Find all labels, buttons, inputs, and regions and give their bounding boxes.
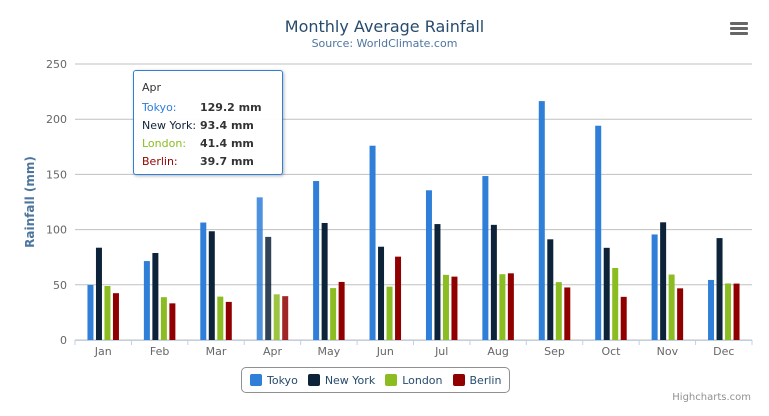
legend-item-tokyo[interactable]: Tokyo [250, 374, 298, 387]
legend-item-london[interactable]: London [385, 373, 443, 387]
tooltip-series-name: New York: [142, 118, 197, 132]
legend-label: New York [324, 373, 376, 387]
tooltip-value: 93.4 mm [200, 118, 254, 132]
bar-tokyo [369, 145, 376, 340]
tooltip-series-name: London: [142, 136, 187, 150]
legend: Tokyo New York London Berlin [241, 367, 511, 393]
y-tick-label: 150 [46, 168, 67, 181]
bar-berlin [620, 296, 627, 340]
bar-new-york [716, 238, 723, 340]
bar-tokyo [256, 197, 263, 340]
bar-tokyo [538, 101, 545, 341]
bar-berlin [677, 288, 684, 340]
hamburger-menu-icon[interactable] [730, 22, 748, 36]
tooltip-series-name: Berlin: [142, 154, 178, 168]
bar-new-york [603, 247, 610, 340]
tooltip-row: New York: 93.4 mm [142, 116, 274, 134]
bar-new-york [378, 246, 385, 340]
tooltip: Apr Tokyo: 129.2 mm New York: 93.4 mm Lond… [133, 70, 283, 175]
bar-london [499, 274, 506, 340]
tooltip-value: 129.2 mm [200, 100, 262, 114]
bar-tokyo [313, 181, 320, 340]
bar-london [442, 274, 449, 340]
bar-london [555, 282, 562, 340]
bar-berlin [564, 287, 571, 340]
bar-new-york [490, 224, 497, 340]
y-tick-label: 100 [46, 224, 67, 237]
legend-swatch [250, 374, 262, 386]
x-tick-label: Feb [150, 345, 169, 358]
bar-tokyo [482, 176, 489, 340]
bar-london [725, 283, 732, 340]
bar-berlin [225, 301, 232, 340]
x-tick-label: May [318, 345, 341, 358]
legend-swatch [385, 374, 398, 386]
bar-new-york [660, 222, 667, 340]
y-tick-label: 50 [53, 279, 67, 292]
x-tick-label: Nov [657, 345, 679, 358]
bar-london [612, 268, 619, 340]
bar-london [668, 274, 675, 340]
x-tick-label: Jun [376, 345, 394, 358]
y-tick-label: 200 [46, 113, 67, 126]
chart-title: Monthly Average Rainfall [284, 17, 485, 36]
bar-london [104, 286, 111, 340]
y-tick-label: 250 [46, 58, 67, 71]
bar-berlin [733, 283, 740, 340]
bar-tokyo [425, 190, 432, 340]
legend-swatch [307, 374, 320, 386]
bar-new-york [152, 253, 159, 340]
bar-new-york [95, 247, 102, 340]
legend-label: London [402, 373, 443, 387]
bar-new-york [208, 231, 215, 340]
x-tick-label: Sep [544, 345, 565, 358]
x-tick-label: Aug [487, 345, 508, 358]
bar-tokyo [708, 279, 715, 340]
bar-new-york [434, 224, 441, 340]
tooltip-row: London: 41.4 mm [142, 134, 274, 152]
bar-london [273, 294, 280, 340]
bar-tokyo [651, 234, 658, 340]
x-tick-label: Jul [434, 345, 448, 358]
x-tick-label: Apr [263, 345, 283, 358]
tooltip-header: Apr [142, 81, 162, 94]
bar-tokyo [143, 261, 150, 340]
bar-new-york [547, 239, 554, 340]
tooltip-value: 39.7 mm [200, 154, 254, 168]
tooltip-row: Tokyo: 129.2 mm [142, 98, 274, 116]
bar-berlin [338, 281, 345, 340]
bar-berlin [395, 256, 402, 340]
bar-tokyo [200, 222, 207, 340]
chart-subtitle: Source: WorldClimate.com [311, 37, 458, 50]
bar-tokyo [87, 284, 94, 340]
legend-label: Tokyo [267, 373, 298, 387]
x-tick-label: Jan [94, 345, 112, 358]
bar-new-york [265, 236, 272, 340]
bar-berlin [112, 293, 119, 340]
y-tick-label: 0 [60, 334, 67, 347]
legend-swatch [452, 374, 465, 386]
tooltip-value: 41.4 mm [200, 136, 254, 150]
bar-london [330, 288, 337, 340]
bar-berlin [451, 276, 458, 340]
x-tick-label: Dec [713, 345, 734, 358]
bar-berlin [282, 296, 289, 340]
bar-berlin [169, 303, 176, 340]
bar-tokyo [595, 125, 602, 341]
y-axis-title: Rainfall (mm) [23, 156, 37, 248]
bar-london [160, 297, 167, 340]
tooltip-series-name: Tokyo: [142, 100, 177, 114]
bar-london [217, 296, 224, 340]
bar-london [386, 286, 393, 340]
legend-label: Berlin [469, 373, 502, 387]
bar-new-york [321, 222, 328, 340]
x-tick-label: Oct [601, 345, 621, 358]
x-tick-label: Mar [206, 345, 227, 358]
bar-berlin [507, 273, 514, 340]
tooltip-row: Berlin: 39.7 mm [142, 152, 274, 170]
legend-item-new-york[interactable]: New York [307, 373, 376, 387]
legend-item-berlin[interactable]: Berlin [452, 373, 502, 387]
credits-link[interactable]: Highcharts.com [672, 392, 751, 403]
